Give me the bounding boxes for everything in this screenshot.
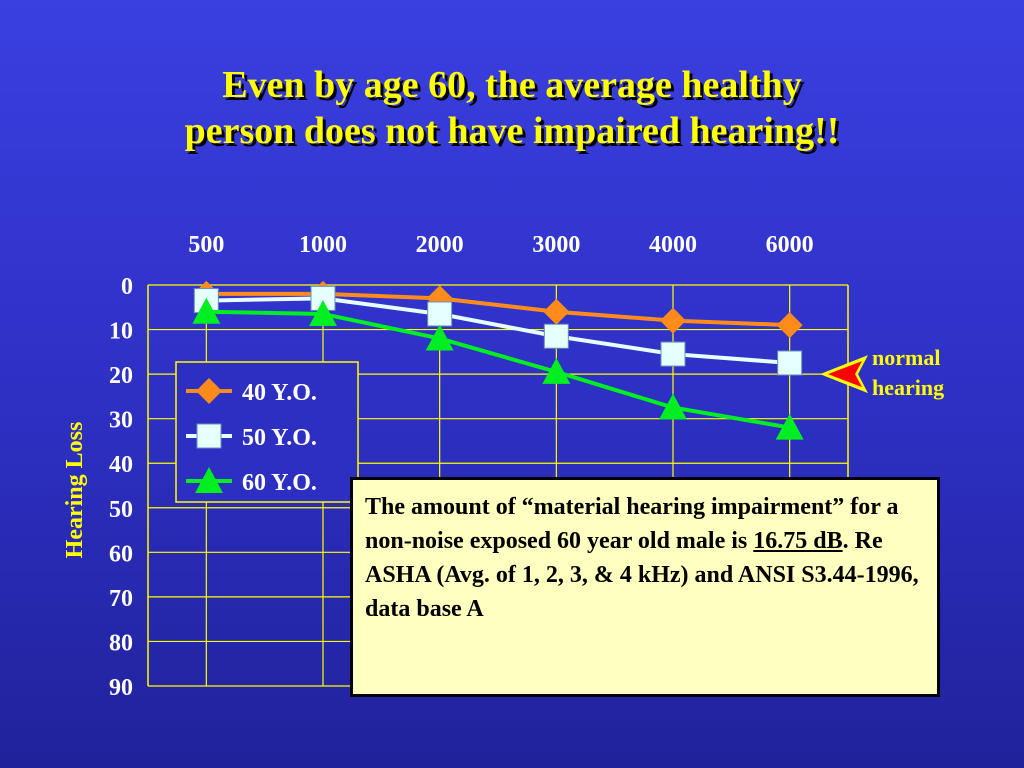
series-line — [206, 291, 790, 328]
x-tick-label: 3000 — [532, 232, 580, 258]
series-60-y-o — [192, 297, 804, 440]
y-tick-label: 30 — [109, 408, 133, 434]
series-line — [206, 296, 790, 365]
data-point — [425, 324, 454, 351]
data-point — [660, 307, 686, 334]
y-tick-label: 40 — [109, 452, 133, 478]
x-tick-label: 1000 — [299, 232, 347, 258]
y-tick-label: 90 — [109, 675, 133, 701]
series-line — [206, 309, 791, 430]
y-tick-label: 20 — [109, 363, 133, 389]
y-tick-label: 70 — [109, 586, 133, 612]
data-point — [775, 413, 804, 440]
legend-marker — [196, 378, 222, 404]
data-point — [427, 301, 453, 327]
y-tick-label: 80 — [109, 630, 133, 656]
data-point — [776, 312, 803, 339]
x-tick-label: 500 — [188, 232, 224, 258]
legend-label: 40 Y.O. — [242, 380, 317, 406]
legend-label: 50 Y.O. — [242, 425, 317, 451]
legend-item: 50 Y.O. — [186, 423, 317, 451]
data-point — [660, 341, 686, 367]
y-tick-label: 0 — [121, 274, 133, 300]
data-point — [659, 393, 687, 420]
y-tick-label: 50 — [109, 497, 133, 523]
note-box: The amount of “material hearing impairme… — [350, 477, 940, 697]
legend-item: 60 Y.O. — [186, 467, 317, 496]
title-line-2: person does not have impaired hearing!! — [184, 110, 840, 152]
title-line-1: Even by age 60, the average healthy — [222, 64, 802, 106]
note-highlight-value: 16.75 dB — [753, 528, 843, 554]
normal-hearing-line-2: hearing — [872, 375, 945, 400]
note-text-before: The amount of “material hearing impairme… — [365, 494, 899, 554]
x-tick-label: 4000 — [649, 232, 697, 258]
slide-title: Even by age 60, the average healthy pers… — [0, 62, 1024, 154]
data-point — [192, 297, 221, 324]
normal-hearing-line-1: normal — [872, 345, 941, 370]
data-point — [542, 357, 571, 384]
y-tick-label: 10 — [109, 319, 133, 345]
legend-item: 40 Y.O. — [186, 378, 317, 406]
normal-hearing-label: normal hearing — [872, 343, 944, 403]
data-point — [543, 298, 570, 325]
x-tick-label: 2000 — [416, 232, 464, 258]
note-text-after: . Re ASHA (Avg. of 1, 2, 3, & 4 kHz) and… — [365, 528, 919, 622]
y-axis-label: Hearing Loss — [62, 422, 88, 559]
x-tick-label: 6000 — [766, 232, 814, 258]
arrow-icon — [828, 361, 862, 388]
legend-marker — [196, 423, 222, 449]
data-point — [543, 323, 569, 349]
legend-marker — [195, 467, 223, 493]
data-point — [309, 299, 337, 326]
y-tick-label: 60 — [109, 541, 133, 567]
legend-label: 60 Y.O. — [242, 470, 317, 496]
data-point — [777, 350, 803, 376]
